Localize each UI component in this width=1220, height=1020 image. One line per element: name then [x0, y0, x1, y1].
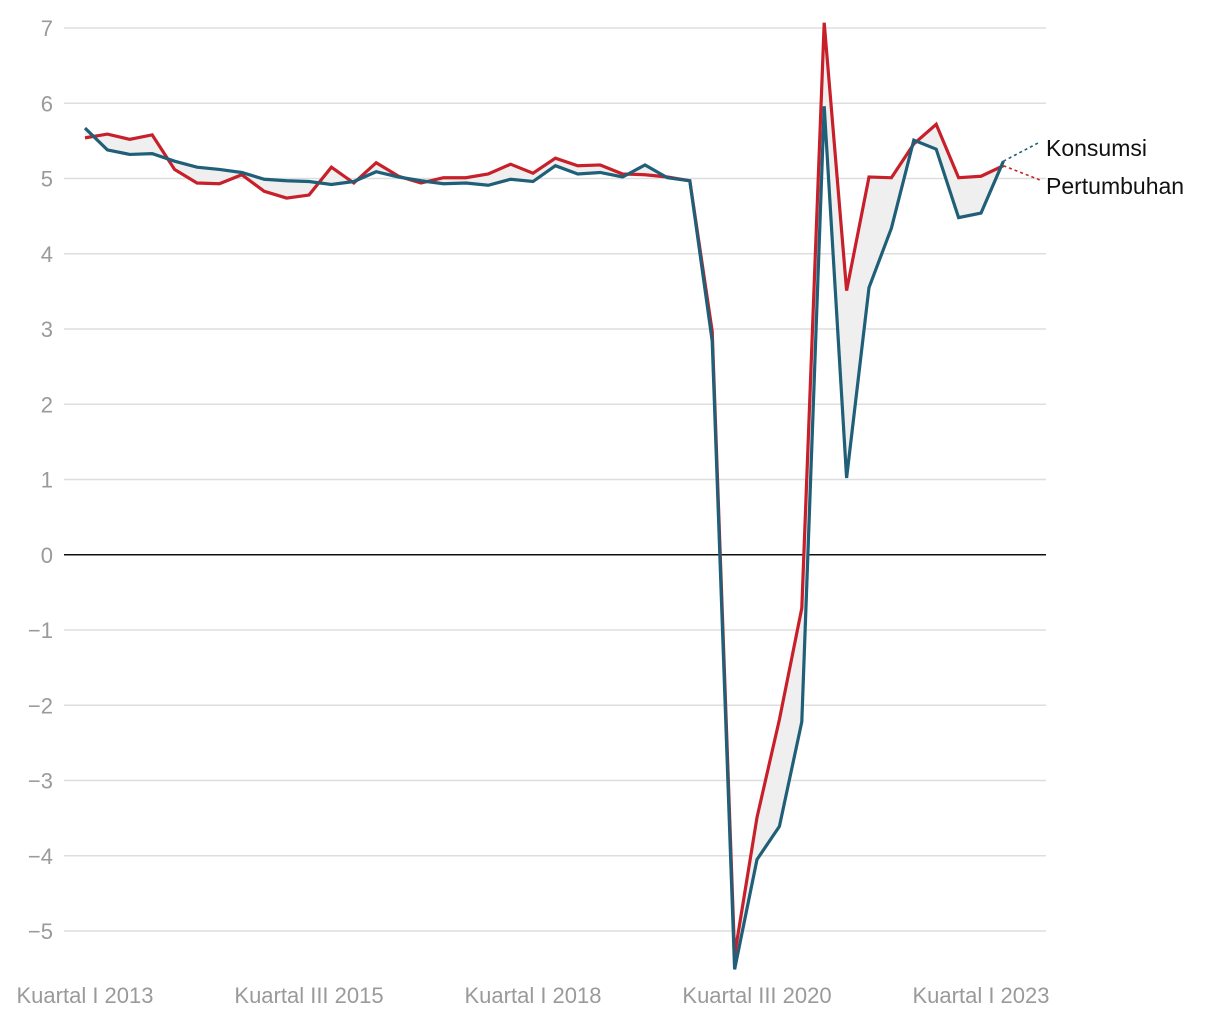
series-lines	[83, 22, 1005, 970]
y-tick-label: 5	[41, 167, 53, 192]
legend-label-pertumbuhan: Pertumbuhan	[1046, 173, 1184, 199]
y-tick-label: 1	[41, 468, 53, 493]
y-tick-label: 4	[41, 242, 53, 267]
legend-label-konsumsi: Konsumsi	[1046, 135, 1147, 161]
legend-leader-konsumsi	[1003, 141, 1041, 162]
x-tick-label: Kuartal III 2015	[234, 983, 383, 1008]
legend-leader-pertumbuhan	[1003, 164, 1041, 181]
x-tick-label: Kuartal III 2020	[682, 983, 831, 1008]
y-tick-label: −2	[28, 693, 53, 718]
y-tick-label: −4	[28, 844, 53, 869]
y-tick-label: 0	[41, 543, 53, 568]
x-tick-label: Kuartal I 2023	[913, 983, 1050, 1008]
series-line-pertumbuhan	[84, 22, 1005, 956]
y-tick-label: 3	[41, 317, 53, 342]
y-tick-label: −1	[28, 618, 53, 643]
y-tick-label: 7	[41, 16, 53, 41]
x-tick-label: Kuartal I 2018	[465, 983, 602, 1008]
y-tick-label: 6	[41, 91, 53, 116]
y-tick-label: −5	[28, 919, 53, 944]
x-tick-label: Kuartal I 2013	[17, 983, 154, 1008]
y-axis-tick-labels: 7 6 5 4 3 2 1 0 −1 −2 −3 −4 −5	[28, 16, 53, 944]
y-tick-label: −3	[28, 769, 53, 794]
series-line-konsumsi	[83, 106, 1005, 970]
x-axis-tick-labels: Kuartal I 2013 Kuartal III 2015 Kuartal I …	[17, 983, 1050, 1008]
legend: Konsumsi Pertumbuhan	[1003, 135, 1184, 199]
y-tick-label: 2	[41, 392, 53, 417]
